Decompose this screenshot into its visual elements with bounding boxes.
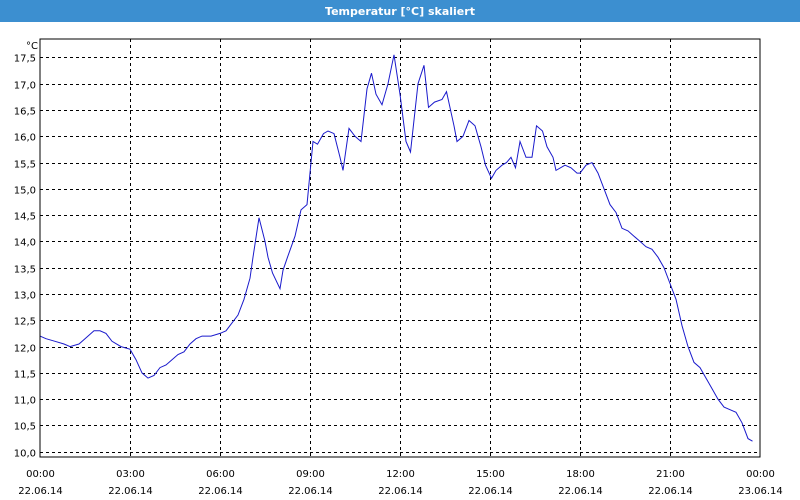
x-tick-time-label: 06:00 bbox=[206, 469, 235, 480]
x-tick-date-label: 23.06.14 bbox=[738, 486, 783, 497]
plot-frame bbox=[39, 38, 761, 458]
x-tick-date-label: 22.06.14 bbox=[378, 486, 423, 497]
y-tick-label: 16,0 bbox=[14, 133, 36, 144]
x-tick-date-label: 22.06.14 bbox=[18, 486, 63, 497]
y-tick-labels: 10,0 10,5 11,0 11,5 12,0 12,5 13,0 13,5 14,0 14,5… bbox=[14, 54, 36, 460]
series-layer bbox=[39, 54, 753, 442]
y-axis-unit-label: °C bbox=[26, 41, 38, 52]
y-tick-label: 13,5 bbox=[14, 265, 36, 276]
chart-title-bar: Temperatur [°C] skaliert bbox=[0, 0, 800, 22]
x-tick-date-label: 22.06.14 bbox=[558, 486, 603, 497]
x-tick-time-label: 00:00 bbox=[26, 469, 55, 480]
y-tick-label: 13,0 bbox=[14, 291, 36, 302]
y-tick-label: 10,5 bbox=[14, 422, 36, 433]
x-tick-date-label: 22.06.14 bbox=[108, 486, 153, 497]
x-tick-time-label: 15:00 bbox=[476, 469, 505, 480]
y-tick-label: 12,0 bbox=[14, 344, 36, 355]
x-tick-time-label: 12:00 bbox=[386, 469, 415, 480]
y-tick-label: 16,5 bbox=[14, 107, 36, 118]
x-tick-time-label: 03:00 bbox=[116, 469, 145, 480]
x-tick-time-label: 18:00 bbox=[566, 469, 595, 480]
y-tick-label: 11,0 bbox=[14, 396, 36, 407]
y-tick-label: 15,0 bbox=[14, 186, 36, 197]
x-tick-date-label: 22.06.14 bbox=[468, 486, 513, 497]
y-tick-label: 10,0 bbox=[14, 449, 36, 460]
x-tick-time-label: 21:00 bbox=[656, 469, 685, 480]
temperature-series-line bbox=[39, 54, 753, 442]
temperature-line-chart: 10,0 10,5 11,0 11,5 12,0 12,5 13,0 13,5 14,0 14,5… bbox=[14, 38, 783, 497]
y-tick-label: 17,0 bbox=[14, 81, 36, 92]
y-tick-label: 12,5 bbox=[14, 317, 36, 328]
y-tick-label: 17,5 bbox=[14, 54, 36, 65]
x-tick-date-label: 22.06.14 bbox=[288, 486, 333, 497]
x-tick-time-label: 00:00 bbox=[746, 469, 775, 480]
x-tick-labels: 00:00 22.06.14 03:00 22.06.14 06:00 22.06.14 0… bbox=[18, 469, 783, 497]
y-tick-label: 15,5 bbox=[14, 160, 36, 171]
x-tick-time-label: 09:00 bbox=[296, 469, 325, 480]
grid-layer bbox=[40, 39, 760, 457]
x-tick-date-label: 22.06.14 bbox=[648, 486, 693, 497]
chart-title: Temperatur [°C] skaliert bbox=[325, 4, 475, 18]
y-tick-label: 11,5 bbox=[14, 370, 36, 381]
y-tick-label: 14,5 bbox=[14, 212, 36, 223]
y-tick-label: 14,0 bbox=[14, 238, 36, 249]
x-tick-date-label: 22.06.14 bbox=[198, 486, 243, 497]
